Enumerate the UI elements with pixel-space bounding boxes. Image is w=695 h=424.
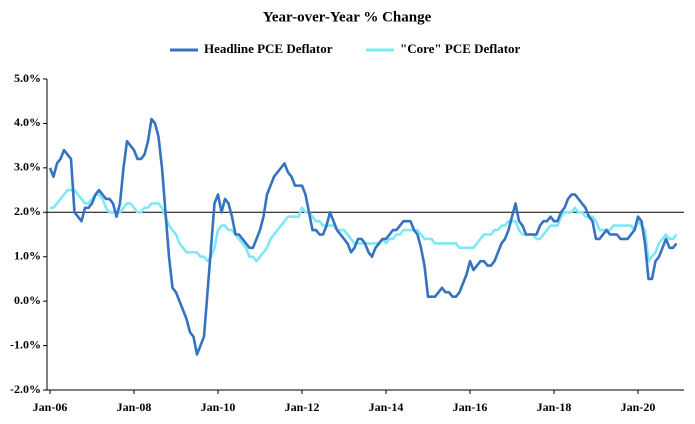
x-tick-label: Jan-12 [285, 400, 320, 414]
x-tick-label: Jan-18 [537, 400, 572, 414]
x-tick-label: Jan-14 [369, 400, 404, 414]
x-tick-label: Jan-06 [33, 400, 68, 414]
y-tick-label: -1.0% [10, 337, 41, 351]
y-tick-label: -2.0% [10, 382, 41, 396]
x-tick-label: Jan-16 [453, 400, 488, 414]
data-line [48, 117, 678, 356]
y-tick-label: 4.0% [14, 115, 41, 129]
legend-label: Headline PCE Deflator [204, 41, 333, 56]
x-tick-label: Jan-08 [117, 400, 152, 414]
y-tick-label: 1.0% [14, 248, 41, 262]
y-tick-label: 5.0% [14, 71, 41, 85]
legend-label: "Core" PCE Deflator [400, 41, 521, 56]
data-line [50, 188, 678, 263]
chart-title: Year-over-Year % Change [263, 9, 432, 25]
x-tick-label: Jan-10 [201, 400, 236, 414]
y-tick-label: 3.0% [14, 160, 41, 174]
y-tick-label: 2.0% [14, 204, 41, 218]
y-tick-label: 0.0% [14, 293, 41, 307]
x-tick-label: Jan-20 [621, 400, 656, 414]
